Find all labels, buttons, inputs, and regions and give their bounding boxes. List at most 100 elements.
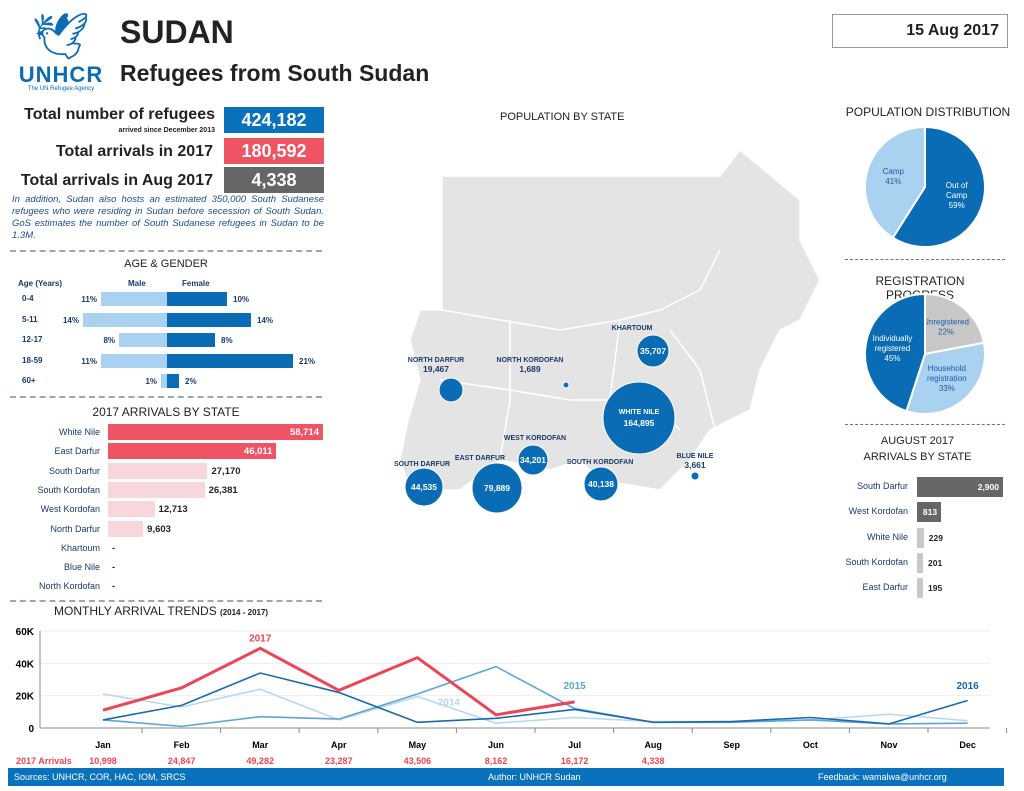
state-name: SOUTH DARFUR xyxy=(394,461,450,468)
series-line-2014 xyxy=(102,688,968,724)
aug-state-bar xyxy=(917,578,923,599)
stat-label-total: Total number of refugees xyxy=(24,106,215,123)
stat-label-aug: Total arrivals in Aug 2017 xyxy=(20,172,213,189)
arrival-value: 4,338 xyxy=(642,756,665,766)
aug-state-label: South Darfur xyxy=(856,481,908,491)
state-label: North Kordofan xyxy=(38,581,100,592)
org-name: UNHCR xyxy=(18,62,104,87)
state-value: 26,381 xyxy=(208,484,238,496)
state-value: 27,170 xyxy=(211,465,241,477)
trend-title-text: MONTHLY ARRIVAL TRENDS xyxy=(54,604,217,618)
stat-sub-total: arrived since December 2013 xyxy=(118,127,215,134)
trend-title-sub: (2014 - 2017) xyxy=(220,608,269,617)
state-name: WEST KORDOFAN xyxy=(504,435,566,442)
age-label: 5-11 xyxy=(22,314,38,324)
state-value: 79,889 xyxy=(484,483,510,493)
aug-state-label: White Nile xyxy=(866,531,908,542)
female-bar xyxy=(167,292,227,306)
pie-label-line: Household xyxy=(928,364,966,373)
aug-state-title: AUGUST 2017 ARRIVALS BY STATE xyxy=(863,435,972,463)
state-value: 44,535 xyxy=(411,482,437,492)
female-header: Female xyxy=(182,279,210,288)
state-name: EAST DARFUR xyxy=(455,455,505,462)
series-line-2016 xyxy=(102,672,968,725)
pie-label-line: Out of xyxy=(946,181,969,190)
y-tick-label: 20K xyxy=(16,692,35,703)
aug-state-label: East Darfur xyxy=(862,582,908,593)
state-bar xyxy=(108,520,144,537)
male-pct: 8% xyxy=(103,336,115,345)
state-bubble xyxy=(438,377,464,403)
org-sub: The UN Refugee Agency xyxy=(27,86,95,92)
stat-value-2017: 180,592 xyxy=(224,138,324,164)
state-value: - xyxy=(112,542,116,554)
state-value: 40,138 xyxy=(588,479,614,489)
arrival-value: 10,998 xyxy=(89,756,117,766)
x-tick-label: Dec xyxy=(959,740,976,750)
age-label: 0-4 xyxy=(22,294,34,303)
pie-pct: 59% xyxy=(949,201,965,210)
stat-value-aug: 4,338 xyxy=(224,167,324,193)
state-bubble xyxy=(602,381,676,455)
divider xyxy=(10,396,322,398)
x-tick-label: Jan xyxy=(95,740,111,750)
female-pct: 2% xyxy=(185,377,197,386)
x-tick-label: Jul xyxy=(568,740,581,750)
state-value: 3,661 xyxy=(684,460,706,470)
age-label: 60+ xyxy=(22,376,36,385)
state-label: White Nile xyxy=(58,427,100,437)
age-header: Age (Years) xyxy=(18,279,63,288)
state-label: South Kordofan xyxy=(37,484,100,495)
footer-author: Author: UNHCR Sudan xyxy=(488,772,581,782)
male-bar xyxy=(101,292,167,306)
page-title: SUDAN xyxy=(120,14,234,50)
state-bar xyxy=(108,501,155,518)
aug-state-value: 813 xyxy=(922,507,938,518)
arrivals-label: 2017 Arrivals xyxy=(16,756,72,766)
state-bar xyxy=(108,443,277,460)
pie-slice xyxy=(924,292,986,356)
x-tick-label: May xyxy=(409,740,427,750)
male-bar xyxy=(161,374,167,388)
age-gender-title: AGE & GENDER xyxy=(124,258,208,270)
x-tick-label: Feb xyxy=(174,740,191,750)
stat-value-total: 424,182 xyxy=(224,107,324,133)
divider xyxy=(845,259,1005,260)
male-pct: 1% xyxy=(145,377,157,386)
arrival-value: 8,162 xyxy=(485,756,508,766)
x-tick-label: Mar xyxy=(252,740,269,750)
pie-pct: 33% xyxy=(939,384,955,393)
state-bubble xyxy=(404,467,444,507)
state-value: - xyxy=(112,581,116,593)
series-label: 2017 xyxy=(249,633,272,644)
state-name: NORTH DARFUR xyxy=(408,357,464,364)
male-pct: 11% xyxy=(81,295,97,304)
x-tick-label: Jun xyxy=(488,740,504,750)
female-pct: 10% xyxy=(233,295,250,304)
pie-slice xyxy=(864,292,926,413)
male-header: Male xyxy=(128,279,146,288)
series-label: 2014 xyxy=(438,697,461,708)
arrival-value: 43,506 xyxy=(404,756,432,766)
arrival-value: 24,847 xyxy=(168,756,196,766)
male-pct: 14% xyxy=(62,315,79,325)
state-bubble xyxy=(471,462,523,514)
report-date: 15 Aug 2017 xyxy=(832,14,1008,48)
aug-state-value: 2,900 xyxy=(977,482,999,492)
state-value: 9,603 xyxy=(147,523,171,535)
state-name: WHITE NILE xyxy=(619,409,660,416)
state-label: East Darfur xyxy=(54,446,100,457)
y-tick-label: 0 xyxy=(28,724,34,735)
footer-feedback: Feedback: wamalwa@unhcr.org xyxy=(818,772,947,782)
y-tick-label: 40K xyxy=(16,659,35,670)
state-value: 1,689 xyxy=(519,364,541,374)
pie-label-line: Camp xyxy=(883,167,905,176)
pie-pct: 41% xyxy=(885,177,901,186)
aug-state-bar xyxy=(917,477,1003,497)
state-value: 46,011 xyxy=(243,446,273,458)
state-label: North Darfur xyxy=(50,523,100,534)
divider xyxy=(10,600,322,602)
divider xyxy=(10,250,322,252)
male-bar xyxy=(119,333,167,347)
state-bar xyxy=(108,481,205,498)
